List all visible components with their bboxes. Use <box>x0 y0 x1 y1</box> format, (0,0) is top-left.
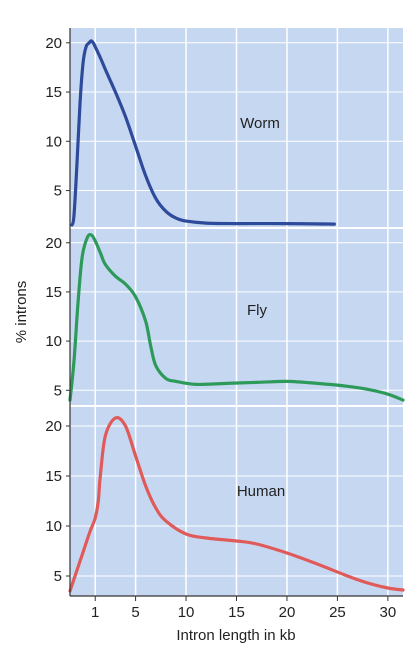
series-line-worm <box>70 39 336 227</box>
panel-worm: 5 10 15 20 Worm <box>45 35 336 227</box>
y-tick-label: 15 <box>45 468 62 485</box>
y-tick-label: 5 <box>54 568 62 585</box>
y-axis-title: % introns <box>13 281 30 344</box>
series-line-human <box>68 415 405 593</box>
panel-human: 5 10 15 20 Human <box>45 415 405 593</box>
x-tick-label: 25 <box>329 604 346 621</box>
x-axis-title: Intron length in kb <box>176 627 295 644</box>
y-tick-label: 5 <box>54 382 62 399</box>
axes-layer: 1 5 10 15 20 25 30 <box>69 28 403 621</box>
x-tick-label: 5 <box>131 604 139 621</box>
y-tick-label: 5 <box>54 183 62 200</box>
panel-label: Fly <box>247 302 267 319</box>
y-tick-label: 10 <box>45 133 62 150</box>
grid-layer <box>70 28 403 596</box>
series-line-fly <box>68 233 405 402</box>
panel-label: Human <box>237 483 285 500</box>
y-tick-label: 15 <box>45 284 62 301</box>
x-tick-label: 30 <box>380 604 397 621</box>
y-tick-label: 10 <box>45 518 62 535</box>
y-tick-label: 20 <box>45 35 62 52</box>
panel-fly: 5 10 15 20 Fly <box>45 233 405 402</box>
x-tick-label: 20 <box>279 604 296 621</box>
y-tick-label: 20 <box>45 418 62 435</box>
x-tick-label: 10 <box>178 604 195 621</box>
y-tick-label: 20 <box>45 235 62 252</box>
panel-label: Worm <box>240 115 280 132</box>
y-tick-label: 15 <box>45 84 62 101</box>
panels-layer: 5 10 15 20 Worm 5 10 15 20 Fly 5 10 15 20 Human <box>45 35 405 593</box>
x-tick-label: 15 <box>228 604 245 621</box>
y-tick-label: 10 <box>45 333 62 350</box>
x-tick-label: 1 <box>91 604 99 621</box>
